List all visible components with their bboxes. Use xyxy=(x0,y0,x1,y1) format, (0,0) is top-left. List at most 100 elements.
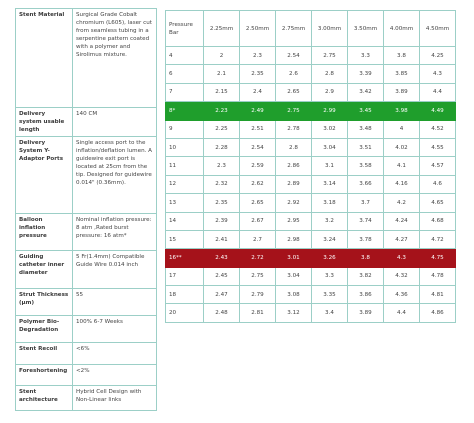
value-cell: 3.82 xyxy=(347,266,384,287)
value-cell: 4.86 xyxy=(419,303,456,323)
value-cell: 4.16 xyxy=(383,174,420,195)
value-cell: 4.57 xyxy=(419,156,456,176)
pressure-cell: 7 xyxy=(165,82,204,103)
spec-value: <2% xyxy=(72,364,157,386)
header-cell: 4.50mm xyxy=(419,10,456,47)
pressure-cell: 8* xyxy=(165,101,204,121)
value-cell: 4.65 xyxy=(419,193,456,213)
pressure-cell: 12 xyxy=(165,174,204,195)
header-cell: 3.50mm xyxy=(347,10,384,47)
spec-row: Delivery system usable length 140 CM xyxy=(15,107,157,137)
spec-label: Delivery System Y-Adaptor Ports xyxy=(15,136,73,214)
value-cell: 3.51 xyxy=(347,137,384,158)
compliance-table: Pressure Bar 2.25mm 2.50mm 2.75mm 3.00mm 3.50… xyxy=(165,10,456,323)
spec-label: Stent Material xyxy=(15,8,73,108)
value-cell: 4.24 xyxy=(383,211,420,231)
value-cell: 2.6 xyxy=(275,64,312,84)
value-cell: 2.8 xyxy=(311,64,348,84)
spec-value: <6% xyxy=(72,342,157,365)
value-cell: 2.23 xyxy=(203,101,240,121)
spec-label: Foreshortening xyxy=(15,364,73,386)
pressure-cell: 6 xyxy=(165,64,204,84)
header-cell: 3.00mm xyxy=(311,10,348,47)
data-row: 10 2.28 2.54 2.8 3.04 3.51 4.02 4.55 xyxy=(165,137,456,158)
data-row: 16** 2.43 2.72 3.01 3.26 3.8 4.3 4.75 xyxy=(165,248,456,268)
spec-value: Hybrid Cell Design with Non-Linear links xyxy=(72,385,157,411)
value-cell: 2.47 xyxy=(203,285,240,305)
value-cell: 2.67 xyxy=(239,211,276,231)
spec-row: Balloon inflation pressure Nominal inflat… xyxy=(15,213,157,251)
value-cell: 3.89 xyxy=(383,82,420,103)
value-cell: 2.54 xyxy=(275,45,312,66)
spec-value: 5 Fr(1.4mm) Compatible Guide Wire 0.014 … xyxy=(72,250,157,289)
value-cell: 4.27 xyxy=(383,229,420,250)
value-cell: 2.45 xyxy=(203,266,240,287)
value-cell: 2.43 xyxy=(203,248,240,268)
value-cell: 2.65 xyxy=(239,193,276,213)
value-cell: 3.86 xyxy=(347,285,384,305)
value-cell: 2.48 xyxy=(203,303,240,323)
value-cell: 3.74 xyxy=(347,211,384,231)
data-row: 14 2.39 2.67 2.95 3.2 3.74 4.24 4.68 xyxy=(165,211,456,231)
pressure-cell: 9 xyxy=(165,119,204,139)
spec-label: Strut Thickness (µm) xyxy=(15,288,73,316)
value-cell: 3.42 xyxy=(347,82,384,103)
header-cell: 2.25mm xyxy=(203,10,240,47)
value-cell: 2.39 xyxy=(203,211,240,231)
value-cell: 4.6 xyxy=(419,174,456,195)
value-cell: 2.41 xyxy=(203,229,240,250)
value-cell: 2.86 xyxy=(275,156,312,176)
spec-row: Stent Recoil <6% xyxy=(15,342,157,365)
header-row: Pressure Bar 2.25mm 2.50mm 2.75mm 3.00mm 3.50… xyxy=(165,10,456,47)
value-cell: 4.36 xyxy=(383,285,420,305)
value-cell: 4.1 xyxy=(383,156,420,176)
value-cell: 3.58 xyxy=(347,156,384,176)
value-cell: 3.78 xyxy=(347,229,384,250)
pressure-cell: 18 xyxy=(165,285,204,305)
value-cell: 4.81 xyxy=(419,285,456,305)
value-cell: 4 xyxy=(383,119,420,139)
data-row: 13 2.35 2.65 2.92 3.18 3.7 4.2 4.65 xyxy=(165,193,456,213)
value-cell: 2.3 xyxy=(239,45,276,66)
value-cell: 2.4 xyxy=(239,82,276,103)
value-cell: 2.98 xyxy=(275,229,312,250)
value-cell: 2.92 xyxy=(275,193,312,213)
value-cell: 2.89 xyxy=(275,174,312,195)
header-cell: 2.75mm xyxy=(275,10,312,47)
value-cell: 2.95 xyxy=(275,211,312,231)
spec-table: Stent Material Surgical Grade Cobalt chro… xyxy=(15,8,157,411)
value-cell: 2.51 xyxy=(239,119,276,139)
value-cell: 2.28 xyxy=(203,137,240,158)
value-cell: 2.8 xyxy=(275,137,312,158)
value-cell: 4.4 xyxy=(419,82,456,103)
value-cell: 2.15 xyxy=(203,82,240,103)
spec-row: Strut Thickness (µm) 55 xyxy=(15,288,157,316)
spec-value: 55 xyxy=(72,288,157,316)
value-cell: 3.4 xyxy=(311,303,348,323)
header-cell: Pressure Bar xyxy=(165,10,204,47)
value-cell: 2.49 xyxy=(239,101,276,121)
value-cell: 3.12 xyxy=(275,303,312,323)
value-cell: 3.3 xyxy=(311,266,348,287)
value-cell: 2.72 xyxy=(239,248,276,268)
value-cell: 4.72 xyxy=(419,229,456,250)
data-row: 8* 2.23 2.49 2.75 2.99 3.45 3.98 4.49 xyxy=(165,101,456,121)
pressure-cell: 16** xyxy=(165,248,204,268)
value-cell: 4.25 xyxy=(419,45,456,66)
spec-value: Surgical Grade Cobalt chromium (L605), l… xyxy=(72,8,157,108)
value-cell: 3.08 xyxy=(275,285,312,305)
value-cell: 3.26 xyxy=(311,248,348,268)
value-cell: 3.45 xyxy=(347,101,384,121)
value-cell: 3.48 xyxy=(347,119,384,139)
spec-row: Polymer Bio-Degradation 100% 6-7 Weeks xyxy=(15,315,157,343)
spec-row: Stent architecture Hybrid Cell Design wit… xyxy=(15,385,157,411)
value-cell: 3.89 xyxy=(347,303,384,323)
spec-label: Stent architecture xyxy=(15,385,73,411)
spec-row: Foreshortening <2% xyxy=(15,364,157,386)
value-cell: 3.8 xyxy=(383,45,420,66)
spec-label: Guiding catheter inner diameter xyxy=(15,250,73,289)
spec-row: Delivery System Y-Adaptor Ports Single ac… xyxy=(15,136,157,214)
value-cell: 4.02 xyxy=(383,137,420,158)
value-cell: 3.3 xyxy=(347,45,384,66)
